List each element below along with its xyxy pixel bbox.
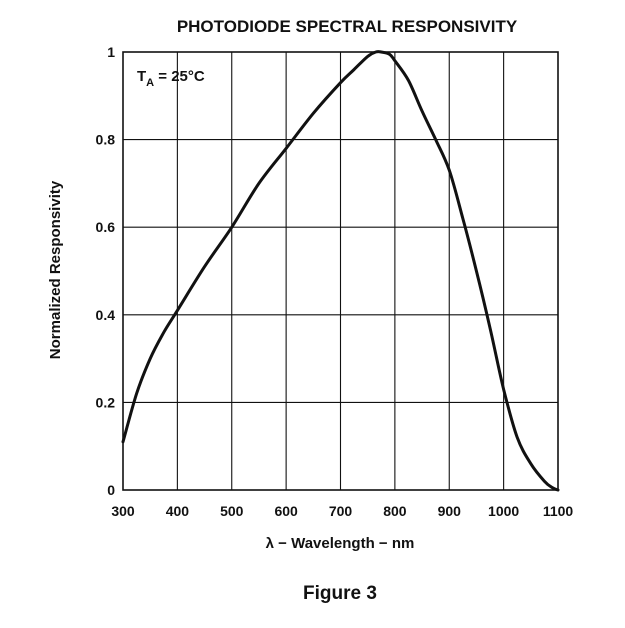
x-tick-label: 400 xyxy=(166,503,190,519)
x-tick-labels: 300 400 500 600 700 800 900 1000 1100 xyxy=(111,503,573,519)
y-tick-label: 0.6 xyxy=(96,219,116,235)
x-tick-label: 800 xyxy=(383,503,407,519)
temperature-annotation: TA = 25°C xyxy=(137,68,205,89)
y-axis-label: Normalized Responsivity xyxy=(47,180,64,359)
x-tick-label: 900 xyxy=(438,503,462,519)
chart-title: PHOTODIODE SPECTRAL RESPONSIVITY xyxy=(177,17,518,36)
y-tick-label: 0.8 xyxy=(96,132,116,148)
annotation-main: T xyxy=(137,68,146,85)
y-tick-label: 0.4 xyxy=(96,307,116,323)
y-tick-labels: 0 0.2 0.4 0.6 0.8 1 xyxy=(96,44,116,498)
figure-caption: Figure 3 xyxy=(303,583,377,604)
plot-frame xyxy=(122,51,559,491)
x-tick-label: 600 xyxy=(274,503,298,519)
y-tick-label: 0.2 xyxy=(96,394,116,410)
series-line xyxy=(121,50,560,492)
x-tick-label: 1000 xyxy=(488,503,519,519)
y-tick-label: 1 xyxy=(107,44,115,60)
annotation-rest: = 25°C xyxy=(154,68,205,85)
x-axis-label: λ − Wavelength − nm xyxy=(266,535,415,552)
annotation-subscript: A xyxy=(146,77,154,89)
x-tick-label: 1100 xyxy=(543,503,574,519)
y-tick-label: 0 xyxy=(107,482,115,498)
x-tick-label: 700 xyxy=(329,503,353,519)
grid xyxy=(123,52,558,490)
x-tick-label: 300 xyxy=(111,503,135,519)
x-tick-label: 500 xyxy=(220,503,244,519)
